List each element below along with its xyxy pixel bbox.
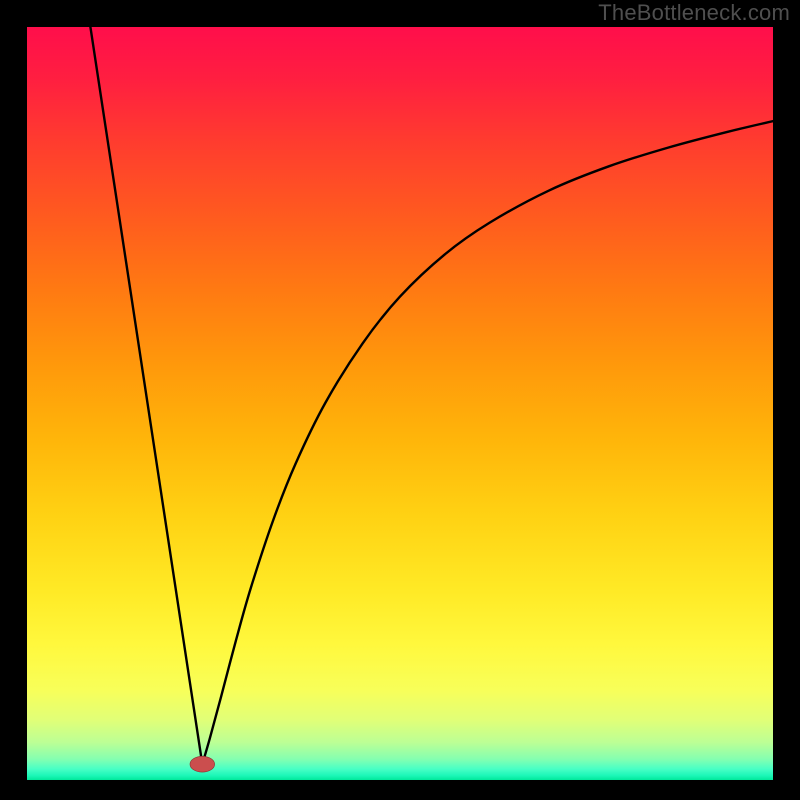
- plot-area: [27, 27, 773, 780]
- minimum-marker: [27, 27, 773, 780]
- watermark-text: TheBottleneck.com: [598, 0, 790, 26]
